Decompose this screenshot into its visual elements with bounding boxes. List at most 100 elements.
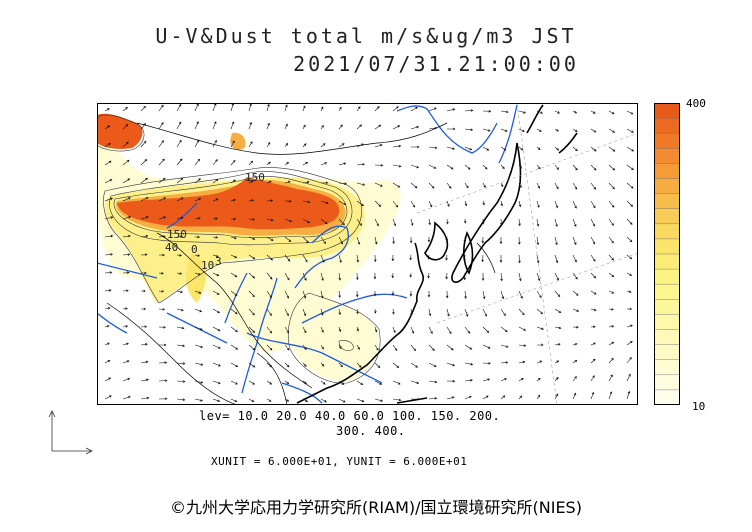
wind-arrow <box>176 121 182 130</box>
wind-arrow <box>427 272 430 279</box>
wind-arrow <box>284 308 289 317</box>
wind-arrow <box>302 326 307 334</box>
wind-arrow <box>373 291 377 297</box>
wind-arrow <box>590 308 597 312</box>
wind-arrow <box>590 391 595 400</box>
wind-arrow <box>104 395 112 400</box>
wind-arrow <box>158 158 165 166</box>
wind-arrow <box>338 398 346 403</box>
wind-arrow <box>284 398 290 402</box>
colorbar-segment <box>654 344 680 361</box>
wind-arrow <box>176 272 183 275</box>
wind-arrow <box>590 164 597 171</box>
wind-arrow <box>176 362 186 365</box>
wind-arrow <box>410 218 414 226</box>
wind-arrow <box>104 197 113 202</box>
wind-arrow <box>338 272 342 281</box>
wind-arrow <box>608 110 615 115</box>
wind-arrow <box>554 164 559 170</box>
wind-arrow <box>356 362 362 368</box>
copyright-notice: ©九州大学応用力学研究所(RIAM)/国立環境研究所(NIES) <box>170 498 582 517</box>
border-layer <box>106 122 496 405</box>
wind-arrow <box>572 392 577 400</box>
wind-arrow <box>392 106 399 112</box>
wind-arrow <box>627 307 633 311</box>
wind-arrow <box>284 199 292 203</box>
wind-arrow <box>356 218 362 227</box>
wind-arrow <box>248 254 256 260</box>
wind-arrow <box>320 106 324 112</box>
wind-arrow <box>374 326 378 333</box>
wind-arrow <box>410 200 416 208</box>
wind-arrow <box>230 254 238 259</box>
wind-arrow <box>104 342 110 346</box>
wind-arrow <box>122 307 128 310</box>
wind-arrow <box>608 290 615 294</box>
wind-arrow <box>176 326 185 330</box>
wind-arrow <box>230 398 238 403</box>
wind-arrow <box>194 308 203 313</box>
wind-arrow <box>518 254 521 264</box>
colorbar-segment <box>654 133 680 149</box>
wind-arrow <box>446 127 456 131</box>
wind-arrow <box>482 308 487 317</box>
wind-arrow <box>446 308 450 317</box>
wind-arrow <box>572 376 577 382</box>
wind-arrow <box>392 125 401 130</box>
wind-arrow <box>464 395 472 400</box>
wind-arrow <box>302 180 310 184</box>
wind-arrow <box>500 218 503 226</box>
wind-arrow <box>409 272 413 278</box>
wind-arrow <box>355 290 359 298</box>
wind-arrow <box>194 290 202 294</box>
contour-layer <box>97 114 381 384</box>
wind-arrow <box>590 342 596 346</box>
wind-arrow <box>158 216 167 220</box>
wind-arrow <box>284 123 288 130</box>
wind-arrow <box>572 182 578 190</box>
wind-arrow <box>374 344 379 351</box>
wind-arrow <box>554 110 561 114</box>
wind-arrow <box>554 343 561 346</box>
wind-arrow <box>158 104 164 112</box>
wind-arrow <box>626 146 635 152</box>
wind-arrow <box>302 290 307 299</box>
wind-arrow <box>194 121 199 130</box>
map-datetime: 2021/07/31.21:00:00 <box>293 52 579 76</box>
wind-arrow <box>338 290 341 299</box>
wind-arrow <box>428 344 435 351</box>
wind-arrow <box>302 105 306 112</box>
wind-arrow <box>554 308 562 313</box>
wind-arrow <box>482 290 486 300</box>
wind-arrow <box>212 362 221 367</box>
wind-arrow <box>482 109 492 113</box>
wind-arrow <box>158 197 167 202</box>
contour-levels-line2: 300. 400. <box>336 424 406 438</box>
wind-arrow <box>194 380 204 384</box>
wind-arrow <box>320 380 326 385</box>
wind-arrow <box>104 307 111 310</box>
wind-arrow <box>464 362 474 366</box>
wind-arrow <box>590 218 596 227</box>
wind-arrow <box>590 236 595 245</box>
wind-arrow <box>302 362 307 367</box>
wind-arrow <box>572 128 578 133</box>
wind-arrow <box>338 236 343 245</box>
wind-arrow <box>122 141 129 148</box>
contour-label: 0 <box>191 243 198 256</box>
wind-arrow <box>356 398 365 403</box>
wind-arrow <box>356 344 360 350</box>
colorbar-min-label: 10 <box>692 400 706 413</box>
wind-arrow <box>122 124 129 130</box>
wind-arrow <box>499 255 503 263</box>
wind-arrow <box>572 236 577 246</box>
colorbar-segment <box>654 314 680 330</box>
contour-label: 40 <box>165 241 178 254</box>
wind-arrow <box>482 128 491 132</box>
wind-arrow <box>302 218 311 224</box>
wind-arrow <box>140 378 150 382</box>
wind-arrow <box>464 109 474 112</box>
wind-arrow <box>374 106 380 112</box>
wind-arrow <box>572 254 577 263</box>
wind-arrow <box>176 253 183 257</box>
